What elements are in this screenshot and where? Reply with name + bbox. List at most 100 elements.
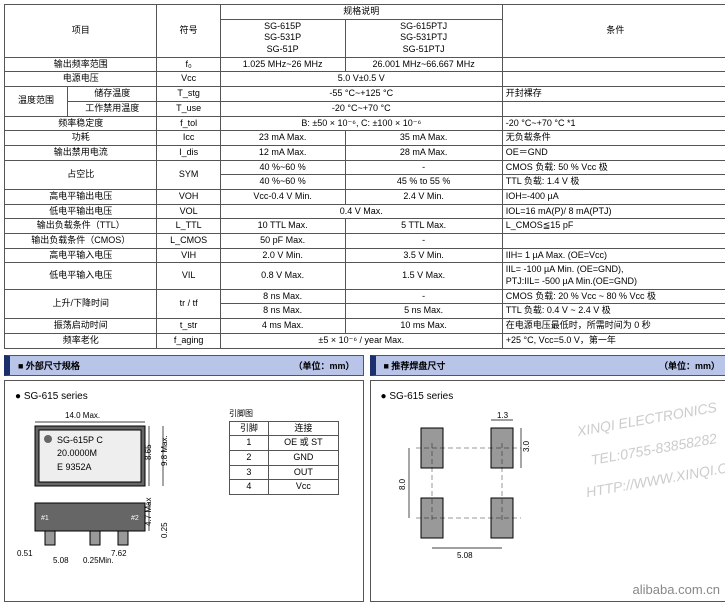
cell: f_tol bbox=[157, 116, 220, 131]
cell: 输出负载条件（TTL） bbox=[5, 219, 157, 234]
svg-text:E 9352A: E 9352A bbox=[57, 462, 92, 472]
cell: 23 mA Max. bbox=[220, 131, 345, 146]
svg-text:8.0: 8.0 bbox=[398, 478, 407, 490]
cell: 5 ns Max. bbox=[345, 304, 502, 319]
cell: 无负载条件 bbox=[502, 131, 725, 146]
cell: 8 ns Max. bbox=[220, 289, 345, 304]
cell: - bbox=[345, 234, 502, 249]
series-label: SG-615 series bbox=[389, 391, 453, 402]
cell: T_stg bbox=[157, 87, 220, 102]
cell: 12 mA Max. bbox=[220, 145, 345, 160]
cell: -55 °C~+125 °C bbox=[220, 87, 502, 102]
svg-text:4.7 Max: 4.7 Max bbox=[144, 497, 153, 525]
cell: 1.5 V Max. bbox=[345, 263, 502, 289]
sec-unit: （单位：mm） bbox=[659, 359, 720, 372]
cell: 工作禁用温度 bbox=[68, 101, 157, 116]
cell: 低电平输入电压 bbox=[5, 263, 157, 289]
cell: 振荡启动时间 bbox=[5, 319, 157, 334]
svg-text:7.62: 7.62 bbox=[111, 549, 127, 558]
row-freq-label: 输出频率范围 bbox=[5, 57, 157, 72]
svg-text:9.8 Max.: 9.8 Max. bbox=[160, 435, 169, 466]
cell: - bbox=[345, 289, 502, 304]
cell: IIL= -100 µA Min. (OE=GND), PTJ:IIL= -50… bbox=[502, 263, 725, 289]
cell: TTL 负载: 1.4 V 极 bbox=[502, 175, 725, 190]
cell: 引脚 bbox=[230, 421, 269, 436]
cell: VIH bbox=[157, 248, 220, 263]
svg-text:5.08: 5.08 bbox=[457, 551, 473, 558]
cell: OE＝GND bbox=[502, 145, 725, 160]
cell: 连接 bbox=[268, 421, 338, 436]
watermark: HTTP://WWW.XINQI.CN bbox=[584, 457, 725, 499]
cell: tr / tf bbox=[157, 289, 220, 318]
cell: GND bbox=[268, 450, 338, 465]
cell: t_str bbox=[157, 319, 220, 334]
cell: - bbox=[345, 160, 502, 175]
cell: f_aging bbox=[157, 333, 220, 348]
cell: 26.001 MHz~66.667 MHz bbox=[345, 57, 502, 72]
cell: Icc bbox=[157, 131, 220, 146]
sec-title: ■ 外部尺寸规格 bbox=[18, 359, 80, 372]
dim-diagram: ● SG-615 series 14.0 Max. SG-615P C 20.0… bbox=[4, 380, 364, 602]
cell: 3.5 V Min. bbox=[345, 248, 502, 263]
cell: L_TTL bbox=[157, 219, 220, 234]
svg-text:#2: #2 bbox=[131, 515, 139, 522]
cell: 频率老化 bbox=[5, 333, 157, 348]
svg-text:20.0000M: 20.0000M bbox=[57, 448, 97, 458]
prod-1: SG-615P SG-531P SG-51P bbox=[220, 19, 345, 57]
cell: I_dis bbox=[157, 145, 220, 160]
watermark: XINQI ELECTRONICS bbox=[576, 398, 718, 438]
cell: 在电源电压最低时，所需时间为 0 秒 bbox=[502, 319, 725, 334]
cell: VIL bbox=[157, 263, 220, 289]
cell: SYM bbox=[157, 160, 220, 189]
cell: 40 %~60 % bbox=[220, 160, 345, 175]
cell bbox=[502, 72, 725, 87]
cell: 8 ns Max. bbox=[220, 304, 345, 319]
cell: 2.4 V Min. bbox=[345, 189, 502, 204]
cell: 低电平输出电压 bbox=[5, 204, 157, 219]
spec-table: 项目 符号 规格说明 条件 SG-615P SG-531P SG-51P SG-… bbox=[4, 4, 725, 349]
cell: 储存温度 bbox=[68, 87, 157, 102]
cell: 40 %~60 % bbox=[220, 175, 345, 190]
cell: IOL=16 mA(P)/ 8 mA(PTJ) bbox=[502, 204, 725, 219]
cell: Vcc bbox=[268, 480, 338, 495]
cell: T_use bbox=[157, 101, 220, 116]
svg-text:14.0 Max.: 14.0 Max. bbox=[65, 411, 100, 420]
cell: 10 TTL Max. bbox=[220, 219, 345, 234]
sec-title: ■ 推荐焊盘尺寸 bbox=[384, 359, 446, 372]
cell: VOL bbox=[157, 204, 220, 219]
cell: 占空比 bbox=[5, 160, 157, 189]
hdr-spec: 规格说明 bbox=[220, 5, 502, 20]
cell: ±5 × 10⁻⁶ / year Max. bbox=[220, 333, 502, 348]
cell: B: ±50 × 10⁻⁶, C: ±100 × 10⁻⁶ bbox=[220, 116, 502, 131]
cell: f₀ bbox=[157, 57, 220, 72]
svg-text:0.51: 0.51 bbox=[17, 549, 33, 558]
cell: 2.0 V Min. bbox=[220, 248, 345, 263]
cell: IOH=-400 µA bbox=[502, 189, 725, 204]
cell: -20 °C~+70 °C *1 bbox=[502, 116, 725, 131]
cell bbox=[502, 57, 725, 72]
cell: 3 bbox=[230, 465, 269, 480]
hdr-item: 项目 bbox=[5, 5, 157, 58]
cell: IIH= 1 µA Max. (OE=Vcc) bbox=[502, 248, 725, 263]
cell: 开封裸存 bbox=[502, 87, 725, 102]
cell: 0.4 V Max. bbox=[220, 204, 502, 219]
cell: L_CMOS bbox=[157, 234, 220, 249]
cell: OUT bbox=[268, 465, 338, 480]
svg-text:5.08: 5.08 bbox=[53, 556, 69, 565]
cell: +25 °C, Vcc=5.0 V，第一年 bbox=[502, 333, 725, 348]
cell: Vcc bbox=[157, 72, 220, 87]
watermark: alibaba.com.cn bbox=[633, 582, 720, 597]
cell: 功耗 bbox=[5, 131, 157, 146]
svg-text:8.65: 8.65 bbox=[144, 443, 153, 459]
svg-text:1.3: 1.3 bbox=[497, 411, 509, 420]
cell: 4 bbox=[230, 480, 269, 495]
cell: 1.025 MHz~26 MHz bbox=[220, 57, 345, 72]
cell: 0.8 V Max. bbox=[220, 263, 345, 289]
cell: 45 % to 55 % bbox=[345, 175, 502, 190]
cell: VOH bbox=[157, 189, 220, 204]
section-dims: ■ 外部尺寸规格 （单位：mm） bbox=[4, 355, 364, 376]
svg-text:3.0: 3.0 bbox=[522, 440, 531, 452]
cell: 上升/下降时间 bbox=[5, 289, 157, 318]
cell bbox=[502, 234, 725, 249]
cell: L_CMOS≦15 pF bbox=[502, 219, 725, 234]
